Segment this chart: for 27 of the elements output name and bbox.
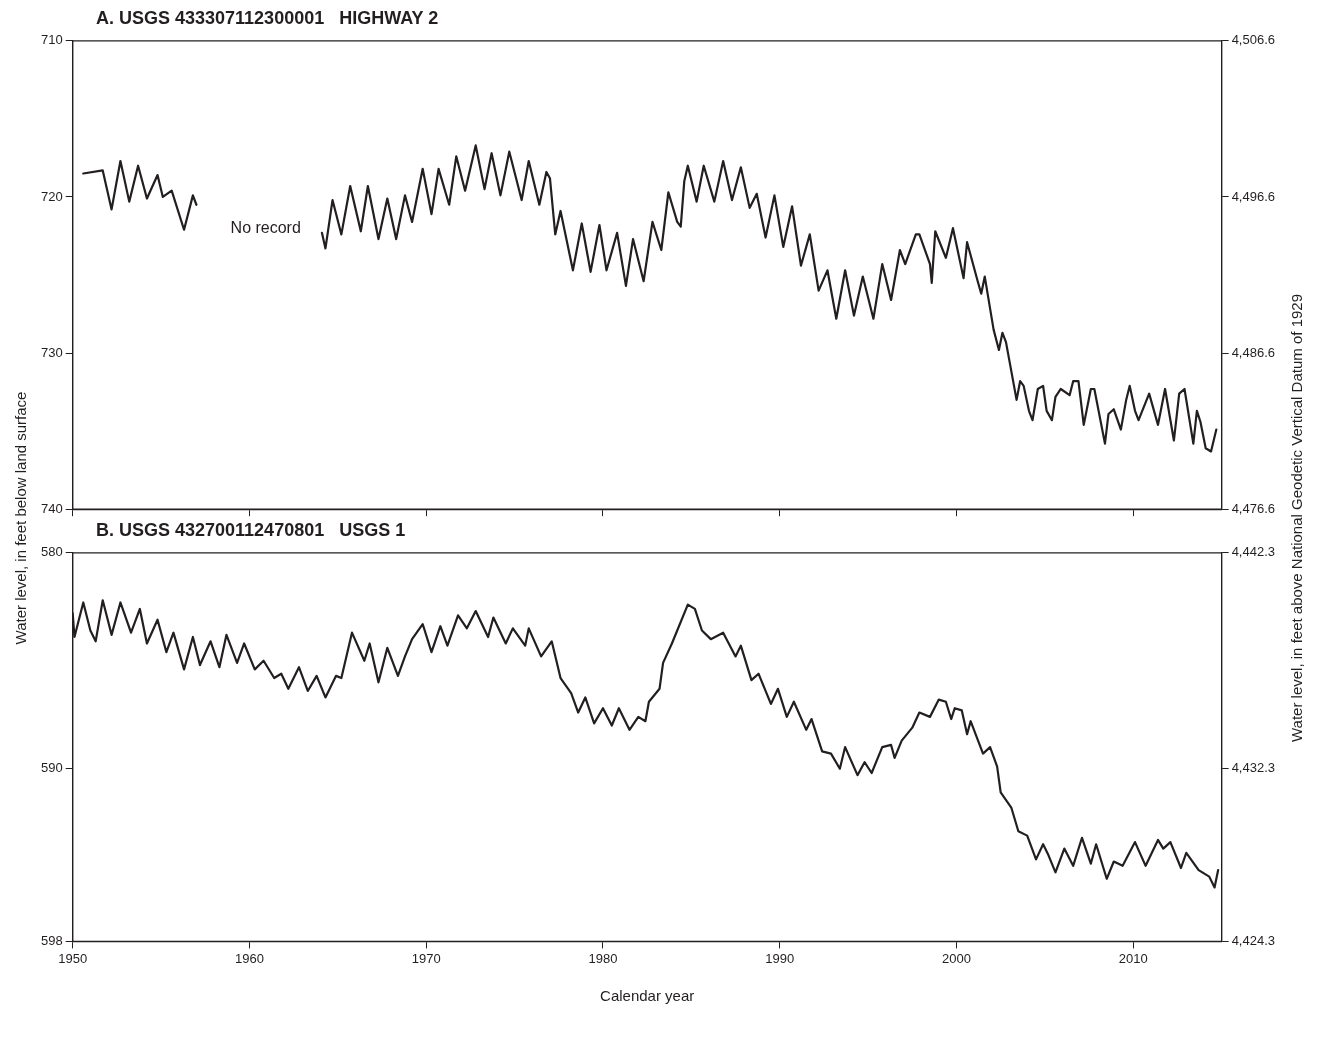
- y2-tick-label: 4,496.6: [1231, 188, 1275, 204]
- chart-title: A. USGS 433307112300001 HIGHWAY 2: [96, 8, 440, 30]
- x-tick-label: 1980: [588, 950, 618, 966]
- y-tick-label: 590: [40, 760, 63, 776]
- x-tick-label: 1960: [234, 950, 264, 966]
- y-tick-label: 740: [40, 500, 63, 516]
- y-tick-label: 598: [40, 932, 63, 948]
- x-tick-label: 2010: [1118, 950, 1148, 966]
- y2-axis-title: Water level, in feet above National Geodetic Vertical Datum of 1929: [1287, 293, 1305, 743]
- y2-tick-label: 4,506.6: [1231, 32, 1275, 48]
- y-axis-title: Water level, in feet below land surface: [11, 391, 29, 645]
- x-tick-label: 1970: [411, 950, 441, 966]
- y-tick-label: 730: [40, 344, 63, 360]
- y2-tick-label: 4,432.3: [1231, 760, 1275, 776]
- x-tick-label: 1950: [58, 950, 88, 966]
- chart-title: B. USGS 432700112470801 USGS 1: [96, 520, 406, 540]
- y-tick-label: 710: [40, 32, 63, 48]
- y2-tick-label: 4,424.3: [1231, 932, 1275, 948]
- y2-tick-label: 4,442.3: [1231, 544, 1275, 560]
- y-tick-label: 580: [40, 544, 63, 560]
- y2-tick-label: 4,486.6: [1231, 344, 1275, 360]
- x-tick-label: 2000: [942, 950, 971, 966]
- y-tick-label: 720: [40, 188, 63, 204]
- annotation: No record: [230, 218, 301, 236]
- x-tick-label: 1990: [765, 950, 795, 966]
- y2-tick-label: 4,476.6: [1231, 500, 1275, 516]
- x-axis-title: Calendar year: [600, 987, 695, 1005]
